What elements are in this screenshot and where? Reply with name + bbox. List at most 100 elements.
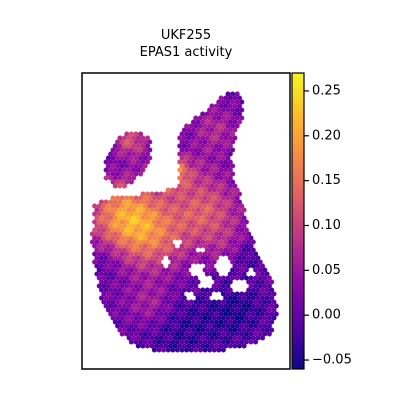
spot (197, 155, 203, 161)
spot (158, 263, 164, 269)
spot (188, 299, 194, 305)
spot (230, 139, 236, 145)
spot (220, 227, 226, 233)
spot (126, 207, 132, 213)
spot (124, 139, 130, 145)
spot (186, 263, 192, 269)
spot (227, 311, 233, 317)
spot (131, 135, 137, 141)
spot (225, 179, 231, 185)
spot (122, 167, 127, 173)
spot (168, 207, 173, 213)
spot (227, 159, 233, 165)
spot (181, 167, 187, 173)
spot (135, 223, 141, 229)
spot (128, 259, 134, 265)
spot (105, 163, 111, 169)
spot (223, 311, 229, 317)
spot (237, 207, 242, 213)
spot (142, 195, 148, 201)
spot (195, 175, 201, 181)
spot (264, 287, 270, 293)
spot (103, 271, 109, 277)
spot (154, 319, 160, 325)
spot (124, 219, 130, 225)
spot (250, 255, 256, 261)
spot (237, 295, 242, 301)
spot (271, 315, 277, 321)
spot (181, 215, 187, 221)
spot (214, 215, 219, 221)
spot (119, 171, 125, 177)
spot (216, 275, 222, 281)
spot (179, 227, 185, 233)
spot (126, 319, 132, 325)
spot (237, 343, 242, 349)
spot (165, 187, 171, 193)
spot (243, 219, 249, 225)
spot (147, 235, 153, 241)
spot (191, 135, 196, 141)
spot (131, 223, 137, 229)
spot (197, 251, 203, 257)
spot (186, 279, 192, 285)
spot (191, 119, 196, 125)
spot (227, 287, 233, 293)
spot (188, 323, 194, 329)
spot (195, 231, 201, 237)
spot (202, 291, 208, 297)
spot (147, 315, 153, 321)
spot (103, 231, 109, 237)
spot (177, 303, 183, 309)
spot (110, 283, 116, 289)
spot (195, 127, 201, 133)
spot (191, 199, 196, 205)
spot (243, 251, 249, 257)
spot (140, 191, 146, 197)
spot (163, 271, 169, 277)
spot (163, 287, 169, 293)
spot (135, 319, 141, 325)
spot (138, 195, 144, 201)
spot (122, 303, 127, 309)
spot (119, 163, 125, 169)
spot (227, 175, 233, 181)
spot (232, 135, 238, 141)
spot (103, 279, 109, 285)
spot (149, 295, 155, 301)
spot (158, 247, 164, 253)
spot (200, 119, 206, 125)
spot (105, 219, 111, 225)
spot (174, 307, 180, 313)
spot (266, 307, 272, 313)
spot (122, 143, 127, 149)
spot (248, 235, 254, 241)
spot (216, 315, 222, 321)
spot (220, 331, 226, 337)
spot (110, 179, 116, 185)
spot (151, 195, 157, 201)
spot (204, 247, 210, 253)
spot (243, 339, 249, 345)
spot (239, 251, 245, 257)
spot (108, 239, 114, 245)
spot (230, 171, 236, 177)
spot (223, 183, 229, 189)
spot (135, 271, 141, 277)
spot (214, 239, 219, 245)
spot (172, 191, 178, 197)
spot (193, 155, 199, 161)
spot (133, 259, 139, 265)
spot (216, 227, 222, 233)
spot (133, 131, 139, 137)
spot (142, 339, 148, 345)
spot (122, 279, 127, 285)
spot (110, 251, 116, 257)
spot (193, 315, 199, 321)
spot (103, 239, 109, 245)
spot (248, 259, 254, 265)
spot (246, 287, 252, 293)
spot (147, 251, 153, 257)
spot (220, 315, 226, 321)
spot (197, 171, 203, 177)
